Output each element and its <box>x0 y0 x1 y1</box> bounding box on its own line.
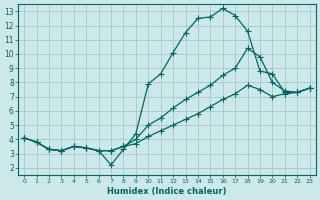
X-axis label: Humidex (Indice chaleur): Humidex (Indice chaleur) <box>107 187 227 196</box>
